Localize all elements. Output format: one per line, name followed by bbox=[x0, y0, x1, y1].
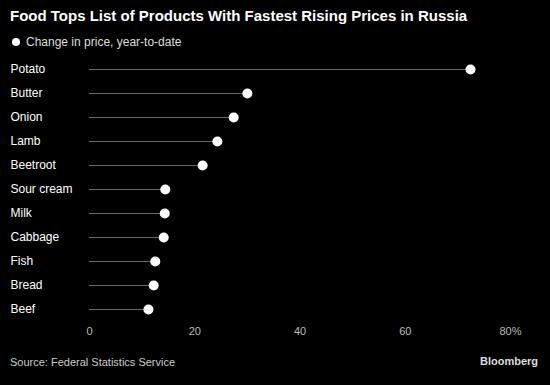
svg-text:80%: 80% bbox=[499, 325, 521, 337]
svg-text:Beetroot: Beetroot bbox=[11, 158, 57, 172]
html-text:Food Tops List of Products Wit: Food Tops List of Products With Fastest … bbox=[10, 7, 468, 24]
svg-text:Onion: Onion bbox=[11, 110, 43, 124]
svg-text:Lamb: Lamb bbox=[11, 134, 41, 148]
svg-text:60: 60 bbox=[399, 325, 411, 337]
svg-text:Beef: Beef bbox=[11, 302, 36, 316]
svg-text:Milk: Milk bbox=[11, 206, 33, 220]
html-text:Bloomberg: Bloomberg bbox=[479, 355, 538, 367]
svg-text:Fish: Fish bbox=[11, 254, 34, 268]
svg-text:Butter: Butter bbox=[11, 86, 43, 100]
html-text:Source: Federal Statistics Ser: Source: Federal Statistics Service bbox=[10, 356, 176, 368]
svg-text:20: 20 bbox=[189, 325, 201, 337]
html-text:Change in price, year-to-date: Change in price, year-to-date bbox=[26, 35, 182, 49]
svg-text:Cabbage: Cabbage bbox=[11, 230, 60, 244]
svg-text:40: 40 bbox=[294, 325, 306, 337]
svg-text:Bread: Bread bbox=[11, 278, 43, 292]
svg-text:0: 0 bbox=[86, 325, 92, 337]
svg-text:Potato: Potato bbox=[11, 62, 46, 76]
svg-text:Sour cream: Sour cream bbox=[11, 182, 73, 196]
